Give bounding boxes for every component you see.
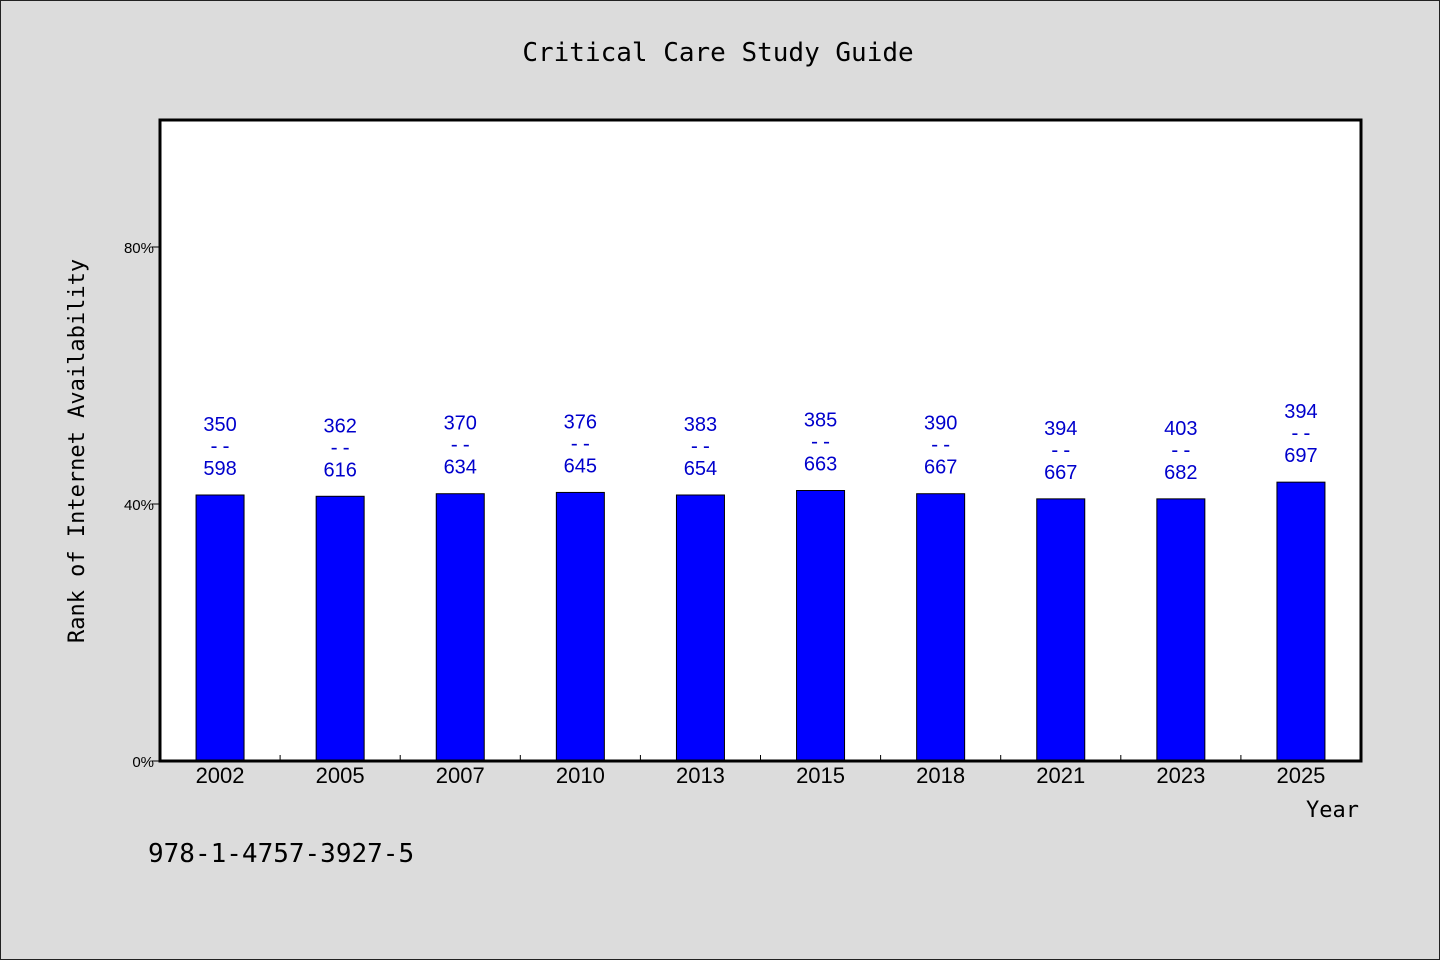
bar-label-bottom-2021: 667 — [1044, 462, 1077, 484]
x-tick-label-2005: 2005 — [316, 763, 365, 788]
bar-label-sep-2023: -- — [1169, 438, 1193, 462]
bar-label-bottom-2010: 645 — [564, 455, 597, 477]
y-tick-label: 0% — [132, 754, 154, 771]
chart-title: Critical Care Study Guide — [522, 38, 913, 68]
bar-label-sep-2013: -- — [688, 434, 712, 458]
x-axis: 2002 2005 2007 2010 2013 2015 2018 2021 2023 2025 — [196, 755, 1325, 788]
x-tick-label-2013: 2013 — [676, 763, 725, 788]
bar-label-top-2021: 394 — [1044, 418, 1077, 440]
bar-label-sep-2005: -- — [328, 435, 352, 459]
bar-label-sep-2021: -- — [1049, 438, 1073, 462]
x-tick-label-2023: 2023 — [1156, 763, 1205, 788]
bar-label-top-2013: 383 — [684, 414, 717, 436]
bars-group — [195, 481, 1326, 762]
bar-label-sep-2025: -- — [1289, 421, 1313, 445]
bar-2010 — [555, 491, 605, 762]
bar-2023 — [1156, 498, 1206, 762]
x-tick-label-2007: 2007 — [436, 763, 485, 788]
bar-label-top-2002: 350 — [203, 414, 236, 436]
bar-2015 — [796, 490, 846, 762]
bar-label-top-2023: 403 — [1164, 418, 1197, 440]
x-tick-label-2015: 2015 — [796, 763, 845, 788]
bar-label-bottom-2002: 598 — [203, 458, 236, 480]
bar-label-bottom-2005: 616 — [323, 459, 356, 481]
bar-2025 — [1276, 481, 1326, 762]
bar-label-bottom-2013: 654 — [684, 458, 717, 480]
bar-label-bottom-2007: 634 — [444, 457, 477, 479]
x-tick-label-2025: 2025 — [1276, 763, 1325, 788]
bar-label-sep-2015: -- — [809, 430, 833, 454]
x-tick-label-2018: 2018 — [916, 763, 965, 788]
bar-label-bottom-2015: 663 — [804, 454, 837, 476]
bar-2013 — [675, 494, 725, 762]
y-tick-label: 40% — [124, 497, 154, 514]
bar-label-top-2025: 394 — [1284, 401, 1317, 423]
bar-2005 — [315, 495, 365, 762]
bar-2002 — [195, 494, 245, 762]
y-axis-label: Rank of Internet Availability — [65, 259, 90, 643]
bar-label-sep-2018: -- — [929, 433, 953, 457]
bar-label-bottom-2025: 697 — [1284, 445, 1317, 467]
bar-2007 — [435, 493, 485, 762]
y-axis: 0% 40% 80% — [124, 240, 160, 771]
bar-label-sep-2007: -- — [448, 433, 472, 457]
bar-2018 — [916, 493, 966, 762]
bar-label-bottom-2023: 682 — [1164, 462, 1197, 484]
x-tick-label-2010: 2010 — [556, 763, 605, 788]
bar-2021 — [1036, 498, 1086, 762]
x-axis-label: Year — [1306, 798, 1359, 823]
bar-label-top-2018: 390 — [924, 413, 957, 435]
bar-label-top-2015: 385 — [804, 410, 837, 432]
bar-label-top-2010: 376 — [564, 411, 597, 433]
bar-label-top-2007: 370 — [444, 413, 477, 435]
bar-label-sep-2002: -- — [208, 434, 232, 458]
x-tick-label-2021: 2021 — [1036, 763, 1085, 788]
bar-labels-group: 350--598362--616370--634376--645383--654… — [203, 401, 1317, 484]
y-tick-label: 80% — [124, 240, 154, 257]
x-tick-label-2002: 2002 — [196, 763, 245, 788]
bar-label-bottom-2018: 667 — [924, 457, 957, 479]
bar-label-sep-2010: -- — [568, 431, 592, 455]
bar-label-top-2005: 362 — [323, 415, 356, 437]
footnote: 978-1-4757-3927-5 — [148, 839, 414, 869]
